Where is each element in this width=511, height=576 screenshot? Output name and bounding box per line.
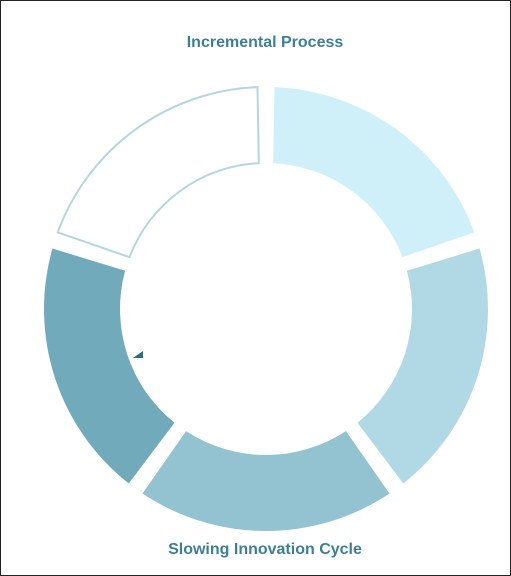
ring-segment <box>44 248 175 484</box>
ring-segment <box>142 431 390 531</box>
pointer-icon <box>133 351 143 358</box>
ring <box>44 86 488 531</box>
bottom-label: Slowing Innovation Cycle <box>168 541 362 558</box>
ring-segment <box>273 87 475 258</box>
ring-segment <box>56 86 260 259</box>
top-label: Incremental Process <box>187 34 344 51</box>
ring-segment <box>357 248 488 484</box>
